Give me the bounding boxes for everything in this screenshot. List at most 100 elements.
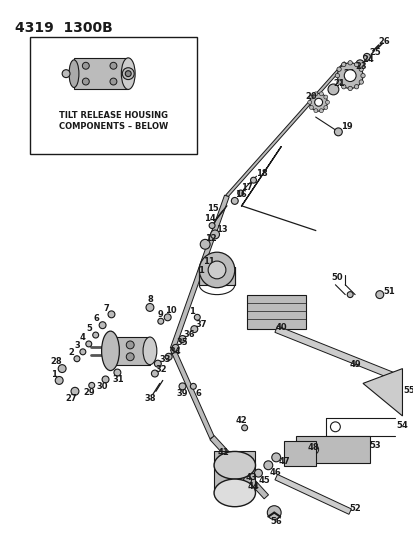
Circle shape [157,318,164,324]
Text: 42: 42 [235,416,247,425]
Text: 40: 40 [275,322,286,332]
Text: 23: 23 [354,62,366,71]
Text: 20: 20 [304,92,316,101]
Circle shape [323,106,327,109]
Circle shape [125,71,131,77]
Circle shape [323,95,327,99]
Text: 54: 54 [396,421,407,430]
Circle shape [360,74,364,78]
Circle shape [254,469,262,477]
Circle shape [164,314,171,321]
Circle shape [313,109,317,112]
Circle shape [309,95,313,99]
Circle shape [313,92,317,96]
Text: 16: 16 [234,190,246,199]
Circle shape [165,353,172,360]
Text: 22: 22 [342,69,354,78]
Circle shape [344,70,355,82]
Text: 48: 48 [307,443,319,452]
Bar [246,295,305,329]
Circle shape [336,67,340,71]
Text: 9: 9 [157,310,163,319]
Polygon shape [170,195,229,350]
Text: 35: 35 [176,338,188,348]
Circle shape [334,128,342,136]
Text: 28: 28 [50,357,62,366]
Text: 53: 53 [368,441,380,450]
Polygon shape [209,435,268,499]
Circle shape [154,360,161,367]
Text: 27: 27 [65,394,77,403]
Circle shape [199,252,234,288]
Text: 43: 43 [245,473,257,482]
Circle shape [88,382,95,389]
Bar [214,451,255,493]
Circle shape [114,369,121,376]
Circle shape [82,62,89,69]
Circle shape [190,383,196,389]
Polygon shape [225,62,346,197]
Circle shape [318,109,323,112]
Text: 45: 45 [258,475,270,484]
Circle shape [341,85,345,89]
Circle shape [208,261,225,279]
Text: 6: 6 [93,314,100,323]
Bar [283,441,315,466]
Circle shape [93,332,98,338]
Ellipse shape [214,479,255,507]
Circle shape [102,376,109,383]
Circle shape [190,326,197,333]
Circle shape [314,98,322,106]
Text: TILT RELEASE HOUSING: TILT RELEASE HOUSING [59,111,168,120]
Ellipse shape [69,60,79,87]
Circle shape [194,314,200,320]
Text: 26: 26 [378,37,389,46]
Circle shape [358,80,363,84]
Text: 46: 46 [269,467,280,477]
Text: 34: 34 [169,348,181,357]
Polygon shape [274,474,351,514]
Text: 1: 1 [198,266,204,276]
Ellipse shape [142,337,157,365]
Text: 56: 56 [270,517,281,526]
Text: 29: 29 [83,388,94,397]
Text: 32: 32 [156,365,167,374]
Bar [29,37,197,154]
Circle shape [126,341,134,349]
Circle shape [267,506,280,520]
Circle shape [71,387,79,395]
Circle shape [309,106,313,109]
Text: 18: 18 [255,169,266,178]
Text: COMPONENTS – BELOW: COMPONENTS – BELOW [59,122,168,131]
Bar [110,337,150,365]
Circle shape [80,349,85,355]
Text: 1: 1 [189,307,195,316]
Text: 3: 3 [74,342,80,350]
Text: 6: 6 [195,389,201,398]
Bar [295,435,369,463]
Text: 30: 30 [97,382,108,391]
Text: 33: 33 [159,355,170,364]
Circle shape [172,344,178,351]
Circle shape [82,78,89,85]
Circle shape [110,78,116,85]
Text: 24: 24 [361,55,373,64]
Circle shape [337,76,347,85]
Circle shape [337,63,362,88]
Text: 50: 50 [331,273,342,282]
Text: 10: 10 [164,306,176,315]
Text: 44: 44 [247,482,259,491]
Polygon shape [274,326,395,379]
Bar [199,267,234,285]
Circle shape [151,370,158,377]
Text: 13: 13 [216,225,227,234]
Circle shape [307,100,311,104]
Circle shape [108,311,115,318]
Ellipse shape [101,331,119,370]
Circle shape [341,62,345,67]
Circle shape [126,353,134,361]
Text: 14: 14 [204,214,216,223]
Circle shape [375,290,383,298]
Circle shape [178,336,185,343]
Circle shape [85,341,92,347]
